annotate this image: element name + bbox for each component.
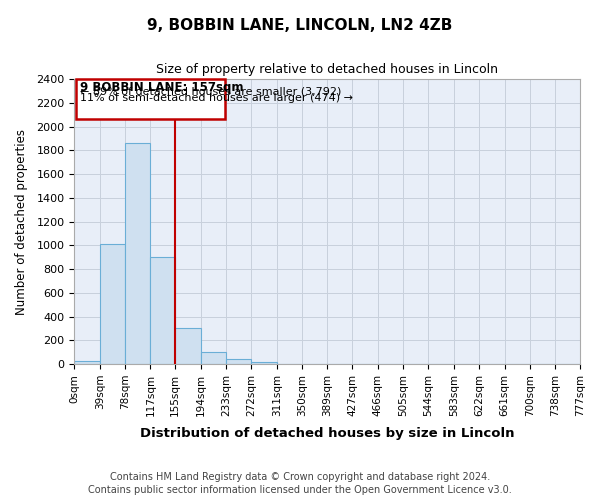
Bar (100, 244, 125, 364)
Bar (251, 362, 277, 364)
Bar (226, 358, 251, 364)
Bar (200, 352, 226, 364)
Bar (151, 257, 175, 364)
Text: Contains HM Land Registry data © Crown copyright and database right 2024.: Contains HM Land Registry data © Crown c… (110, 472, 490, 482)
Bar (175, 328, 200, 364)
Title: Size of property relative to detached houses in Lincoln: Size of property relative to detached ho… (156, 64, 498, 76)
Y-axis label: Number of detached properties: Number of detached properties (15, 128, 28, 314)
X-axis label: Distribution of detached houses by size in Lincoln: Distribution of detached houses by size … (140, 427, 514, 440)
Bar (74, 361, 100, 364)
FancyBboxPatch shape (76, 79, 225, 120)
Text: Contains public sector information licensed under the Open Government Licence v3: Contains public sector information licen… (88, 485, 512, 495)
Text: 11% of semi-detached houses are larger (474) →: 11% of semi-detached houses are larger (… (80, 92, 353, 102)
Text: ← 89% of detached houses are smaller (3,792): ← 89% of detached houses are smaller (3,… (80, 86, 341, 97)
Bar (125, 143, 151, 364)
Text: 9 BOBBIN LANE: 157sqm: 9 BOBBIN LANE: 157sqm (80, 81, 243, 94)
Text: 9, BOBBIN LANE, LINCOLN, LN2 4ZB: 9, BOBBIN LANE, LINCOLN, LN2 4ZB (148, 18, 452, 32)
